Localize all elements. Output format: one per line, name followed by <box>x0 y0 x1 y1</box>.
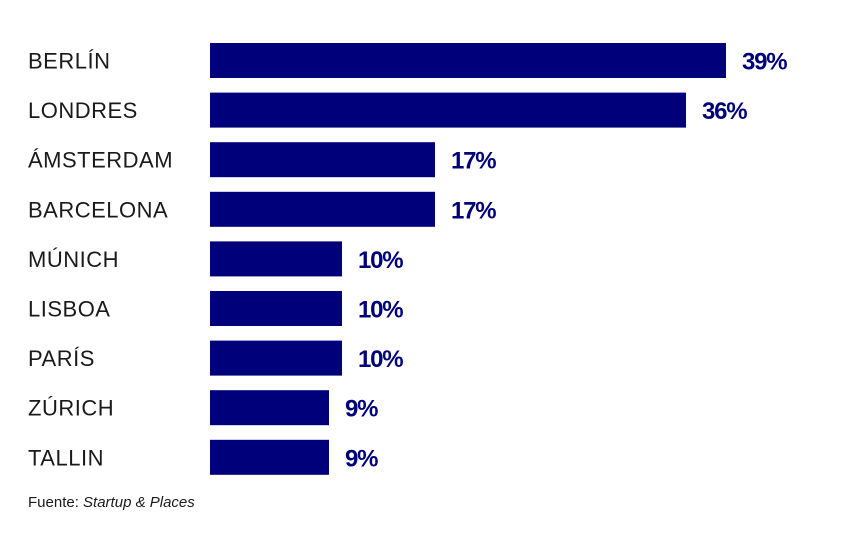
bar <box>210 142 435 178</box>
bar <box>210 191 435 227</box>
value-label: 9% <box>345 445 378 472</box>
bar <box>210 439 329 475</box>
source-note: Fuente: Startup & Places <box>28 494 195 511</box>
category-label: ÁMSTERDAM <box>28 148 173 173</box>
value-label: 9% <box>345 396 378 423</box>
value-label: 10% <box>358 247 403 274</box>
category-label: BARCELONA <box>28 197 168 222</box>
source-name: Startup & Places <box>83 494 195 511</box>
category-label: MÚNICH <box>28 247 119 272</box>
bar <box>210 291 342 326</box>
value-label: 36% <box>702 98 747 125</box>
bar <box>210 241 342 277</box>
source-prefix: Fuente: <box>28 494 79 511</box>
value-labels: 39% 36% 17% 17% 10% 10% 10% 9% 9% <box>345 49 788 473</box>
bar <box>210 340 342 376</box>
category-label: TALLIN <box>28 445 104 470</box>
bars <box>210 43 726 475</box>
value-label: 10% <box>358 346 403 373</box>
category-label: LISBOA <box>28 297 110 322</box>
bar <box>210 390 329 426</box>
value-label: 17% <box>451 148 496 175</box>
bar <box>210 43 726 78</box>
category-label: LONDRES <box>28 98 138 123</box>
category-label: BERLÍN <box>28 49 110 74</box>
category-labels: BERLÍN LONDRES ÁMSTERDAM BARCELONA MÚNICH LIS… <box>28 49 173 471</box>
bar <box>210 92 686 128</box>
value-label: 10% <box>358 297 403 324</box>
category-label: ZÚRICH <box>28 396 114 421</box>
category-label: PARÍS <box>28 346 95 371</box>
value-label: 17% <box>451 197 496 224</box>
value-label: 39% <box>742 49 787 76</box>
